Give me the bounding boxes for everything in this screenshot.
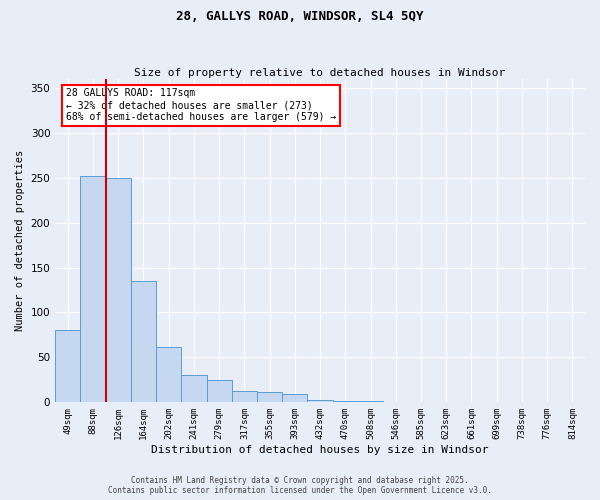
Y-axis label: Number of detached properties: Number of detached properties <box>15 150 25 331</box>
Bar <box>282 394 307 402</box>
Title: Size of property relative to detached houses in Windsor: Size of property relative to detached ho… <box>134 68 506 78</box>
X-axis label: Distribution of detached houses by size in Windsor: Distribution of detached houses by size … <box>151 445 489 455</box>
Text: 28, GALLYS ROAD, WINDSOR, SL4 5QY: 28, GALLYS ROAD, WINDSOR, SL4 5QY <box>176 10 424 23</box>
Bar <box>55 330 80 402</box>
Bar <box>257 392 282 402</box>
Bar <box>307 400 332 402</box>
Bar <box>106 178 131 402</box>
Bar <box>156 346 181 403</box>
Bar <box>232 390 257 402</box>
Bar <box>131 281 156 402</box>
Bar <box>181 376 206 402</box>
Bar <box>80 176 106 402</box>
Bar <box>206 380 232 402</box>
Text: Contains HM Land Registry data © Crown copyright and database right 2025.
Contai: Contains HM Land Registry data © Crown c… <box>108 476 492 495</box>
Text: 28 GALLYS ROAD: 117sqm
← 32% of detached houses are smaller (273)
68% of semi-de: 28 GALLYS ROAD: 117sqm ← 32% of detached… <box>66 88 336 122</box>
